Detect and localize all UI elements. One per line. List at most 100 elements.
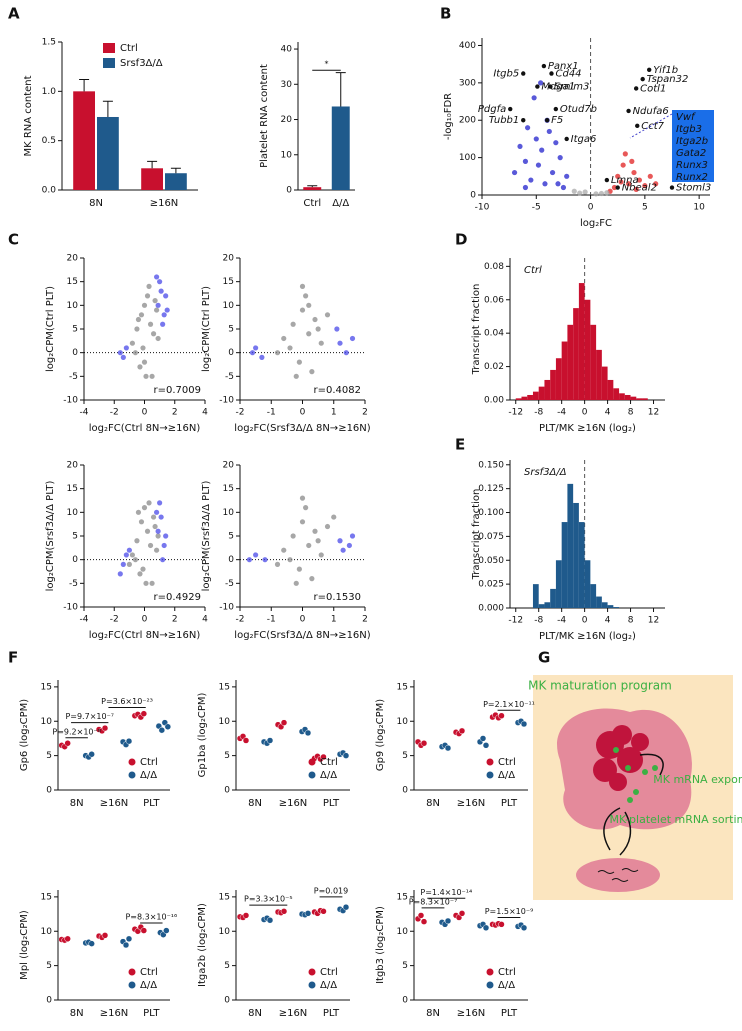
- x-axis-label: log₂FC(Srsf3Δ/Δ 8N→≥16N): [234, 423, 370, 434]
- error-bar: [147, 160, 158, 169]
- point: [146, 500, 152, 506]
- panel-label: C: [8, 231, 19, 249]
- y-tick-label: 10: [67, 508, 79, 518]
- bar: [596, 596, 602, 608]
- x-tick-label: PLT: [323, 798, 340, 809]
- y-tick-label: 5: [224, 751, 230, 761]
- point: [520, 924, 528, 932]
- bar: [578, 522, 585, 608]
- x-axis-label: PLT/MK ≥16N (log₂): [539, 423, 636, 434]
- y-tick-label: 0.075: [478, 532, 504, 542]
- point: [155, 302, 161, 308]
- y-tick-label: 0.150: [478, 460, 504, 470]
- arrow: [603, 807, 621, 851]
- legend-marker: [486, 981, 494, 989]
- point: [138, 519, 145, 525]
- annotation: r=0.7009: [154, 385, 201, 396]
- point: [266, 737, 274, 744]
- error-bar: [102, 100, 113, 117]
- point: [343, 350, 349, 356]
- annotation: r=0.4082: [314, 385, 361, 396]
- x-tick-label: 8N: [426, 1008, 440, 1019]
- gene-point: [549, 71, 554, 76]
- point: [533, 136, 539, 142]
- y-tick-label: -5: [225, 579, 234, 589]
- point: [604, 190, 610, 196]
- bar: [544, 602, 551, 608]
- point: [636, 177, 643, 183]
- y-tick-label: 5: [402, 961, 408, 971]
- point: [531, 95, 537, 101]
- point: [334, 326, 340, 332]
- point: [571, 188, 577, 194]
- y-tick-label: 0: [224, 786, 230, 796]
- y-axis-label: Transcript fraction: [471, 284, 482, 376]
- point: [154, 509, 160, 515]
- diagram-g: MK maturation program MK mRNA export MK-…: [528, 675, 742, 900]
- panel-label: E: [455, 436, 465, 454]
- x-tick-label: ≥16N: [279, 1008, 308, 1019]
- bar: [573, 308, 579, 400]
- panel-label: F: [8, 649, 18, 667]
- bar: [331, 106, 350, 190]
- point: [150, 331, 157, 337]
- point: [144, 293, 151, 299]
- y-tick-label: -5: [69, 372, 78, 382]
- x-tick-label: ≥16N: [100, 1008, 129, 1019]
- point: [137, 571, 143, 577]
- y-tick-label: 15: [223, 484, 234, 494]
- point: [577, 190, 583, 196]
- y-tick-label: 20: [67, 461, 79, 471]
- point: [125, 935, 133, 943]
- diagram-text: MK mRNA export: [653, 773, 742, 786]
- point: [482, 924, 490, 932]
- y-axis-label: Itgb3 (log₂CPM): [375, 906, 386, 984]
- y-tick-label: 0: [470, 191, 476, 201]
- point: [564, 173, 570, 179]
- y-tick-label: 0: [224, 996, 230, 1006]
- gene-label: Yif1b: [653, 65, 678, 76]
- point: [144, 528, 151, 534]
- point: [134, 326, 140, 332]
- bar: [515, 398, 522, 400]
- gene-label: Nbeal2: [622, 183, 657, 194]
- point: [140, 566, 146, 572]
- point: [538, 80, 544, 86]
- point: [622, 151, 628, 157]
- bar: [624, 394, 631, 400]
- point: [88, 940, 95, 947]
- legend-label: Δ/Δ: [140, 770, 157, 781]
- bar: [521, 396, 528, 400]
- point: [535, 162, 542, 168]
- point: [281, 335, 287, 342]
- y-tick-label: -10: [63, 396, 78, 406]
- legend-marker: [128, 981, 136, 989]
- point: [262, 557, 268, 563]
- gene-point: [508, 106, 513, 112]
- bar: [636, 398, 643, 400]
- point: [629, 158, 635, 164]
- legend-marker: [308, 771, 316, 779]
- point: [140, 927, 148, 934]
- bar: [527, 394, 533, 400]
- annotation: P=9.2×10⁻⁸: [52, 727, 101, 736]
- y-tick-label: 5: [402, 751, 408, 761]
- annotation: P=9.7×10⁻⁷: [65, 712, 114, 721]
- x-tick-label: -4: [557, 616, 566, 626]
- legend-swatch: [103, 43, 115, 53]
- y-axis-label: Gp6 (log₂CPM): [19, 699, 30, 771]
- point: [304, 729, 312, 737]
- point: [160, 557, 166, 563]
- error-bar: [170, 167, 181, 174]
- bar: [550, 588, 556, 608]
- x-tick-label: 2: [172, 615, 178, 625]
- bar: [544, 379, 551, 400]
- point: [64, 935, 71, 943]
- point: [555, 181, 561, 187]
- point: [498, 921, 505, 928]
- gene-label: Gata2: [676, 148, 706, 159]
- point: [141, 505, 148, 511]
- legend-marker: [308, 758, 316, 766]
- y-tick-label: 0.100: [478, 508, 504, 518]
- point: [125, 737, 133, 745]
